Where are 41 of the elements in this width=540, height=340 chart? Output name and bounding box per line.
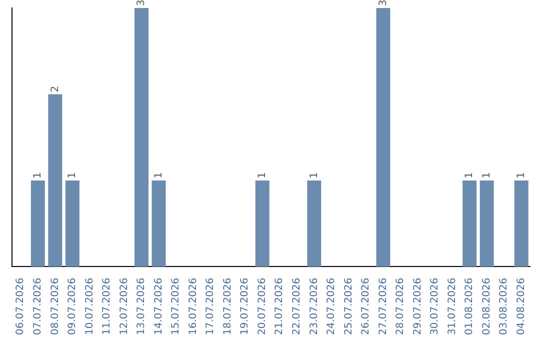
x-tick-label: 25.07.2026 (343, 278, 354, 336)
x-tick-label: 21.07.2026 (274, 278, 286, 336)
x-tick-label: 17.07.2026 (205, 278, 216, 336)
data-label: 1 (32, 172, 44, 178)
data-label: 2 (50, 86, 61, 92)
x-tick-label: 10.07.2026 (84, 278, 96, 336)
x-tick-label: 16.07.2026 (188, 278, 199, 336)
data-label: 1 (516, 172, 527, 178)
data-label: 1 (308, 172, 320, 178)
x-tick-label: 09.07.2026 (67, 278, 78, 336)
x-tick-label: 20.07.2026 (256, 278, 268, 336)
x-tick-label: 03.08.2026 (498, 278, 510, 336)
data-label: 1 (67, 172, 78, 178)
x-tick-label: 22.07.2026 (291, 278, 302, 336)
x-tick-label: 23.07.2026 (308, 278, 320, 336)
data-label: 1 (464, 172, 476, 178)
x-tick-label: 13.07.2026 (136, 278, 148, 336)
data-label: 1 (481, 172, 492, 178)
x-tick-label: 30.07.2026 (430, 278, 441, 336)
x-tick-label: 29.07.2026 (412, 278, 424, 336)
x-tick-label: 31.07.2026 (446, 278, 458, 336)
x-tick-label: 07.07.2026 (32, 278, 44, 336)
x-tick-label: 08.07.2026 (50, 278, 61, 336)
x-tick-label: 02.08.2026 (481, 278, 492, 336)
x-tick-label: 18.07.2026 (222, 278, 234, 336)
data-label: 1 (256, 172, 268, 178)
x-tick-label: 06.07.2026 (15, 278, 26, 336)
x-tick-label: 04.08.2026 (516, 278, 527, 336)
x-tick-label: 15.07.2026 (170, 278, 182, 336)
x-tick-label: 28.07.2026 (395, 278, 406, 336)
x-tick-label: 11.07.2026 (102, 278, 113, 336)
x-tick-label: 01.08.2026 (464, 278, 476, 336)
x-tick-label: 12.07.2026 (118, 278, 130, 336)
data-label: 1 (153, 172, 164, 178)
x-tick-label: 19.07.2026 (240, 278, 251, 336)
data-label: 3 (136, 0, 148, 6)
x-tick-label: 14.07.2026 (153, 278, 164, 336)
x-tick-label: 26.07.2026 (360, 278, 372, 336)
x-tick-label: 24.07.2026 (326, 278, 338, 336)
x-tick-label: 27.07.2026 (378, 278, 389, 336)
data-label: 3 (378, 0, 389, 6)
